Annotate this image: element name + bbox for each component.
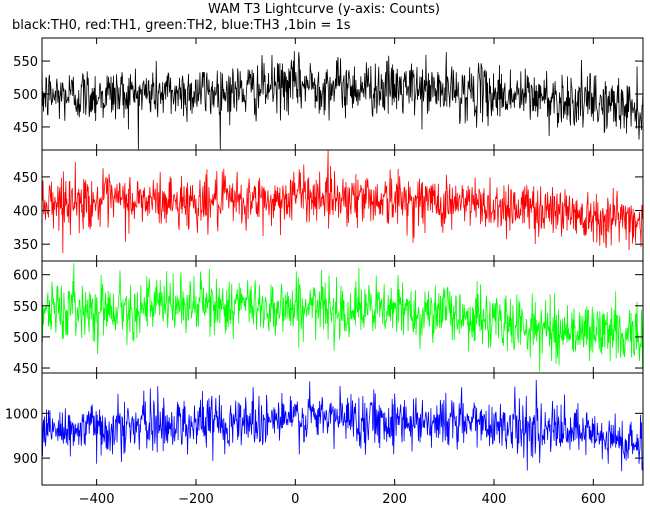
y-tick-label: 450 [13,171,38,186]
y-tick-label: 450 [13,121,38,136]
panel-frame [41,372,644,486]
y-tick-label: 550 [13,300,38,315]
y-tick-label: 900 [13,452,38,467]
panel-th3: 900 1000 [5,372,644,486]
y-tick-label: 350 [13,238,38,253]
y-tick-label: 600 [13,269,38,284]
x-tick-label: 600 [581,492,606,505]
y-tick-label: 450 [13,362,38,377]
y-tick-label: 500 [13,331,38,346]
x-tick-label: −200 [178,492,214,505]
series-line-th2 [42,263,643,372]
y-tick-label: 400 [13,205,38,220]
panels-group: 450 500 550 350 400 450 450 500 550 600 900 1000 [5,37,644,486]
x-tick-label: −400 [79,492,115,505]
y-tick-label: 1000 [5,407,38,422]
chart-subtitle: black:TH0, red:TH1, green:TH2, blue:TH3 … [12,18,351,33]
y-tick-label: 500 [13,88,38,103]
x-tick-label: 200 [382,492,407,505]
chart-title: WAM T3 Lightcurve (y-axis: Counts) [208,2,440,17]
x-tick-label: 0 [291,492,299,505]
series-line-th1 [42,150,643,254]
x-axis: −400 −200 0 200 400 600 [79,492,606,505]
panel-th2: 450 500 550 600 [13,260,644,377]
x-tick-label: 400 [482,492,507,505]
series-line-th3 [42,379,643,472]
y-tick-label: 550 [13,55,38,70]
series-line-th0 [42,51,643,150]
